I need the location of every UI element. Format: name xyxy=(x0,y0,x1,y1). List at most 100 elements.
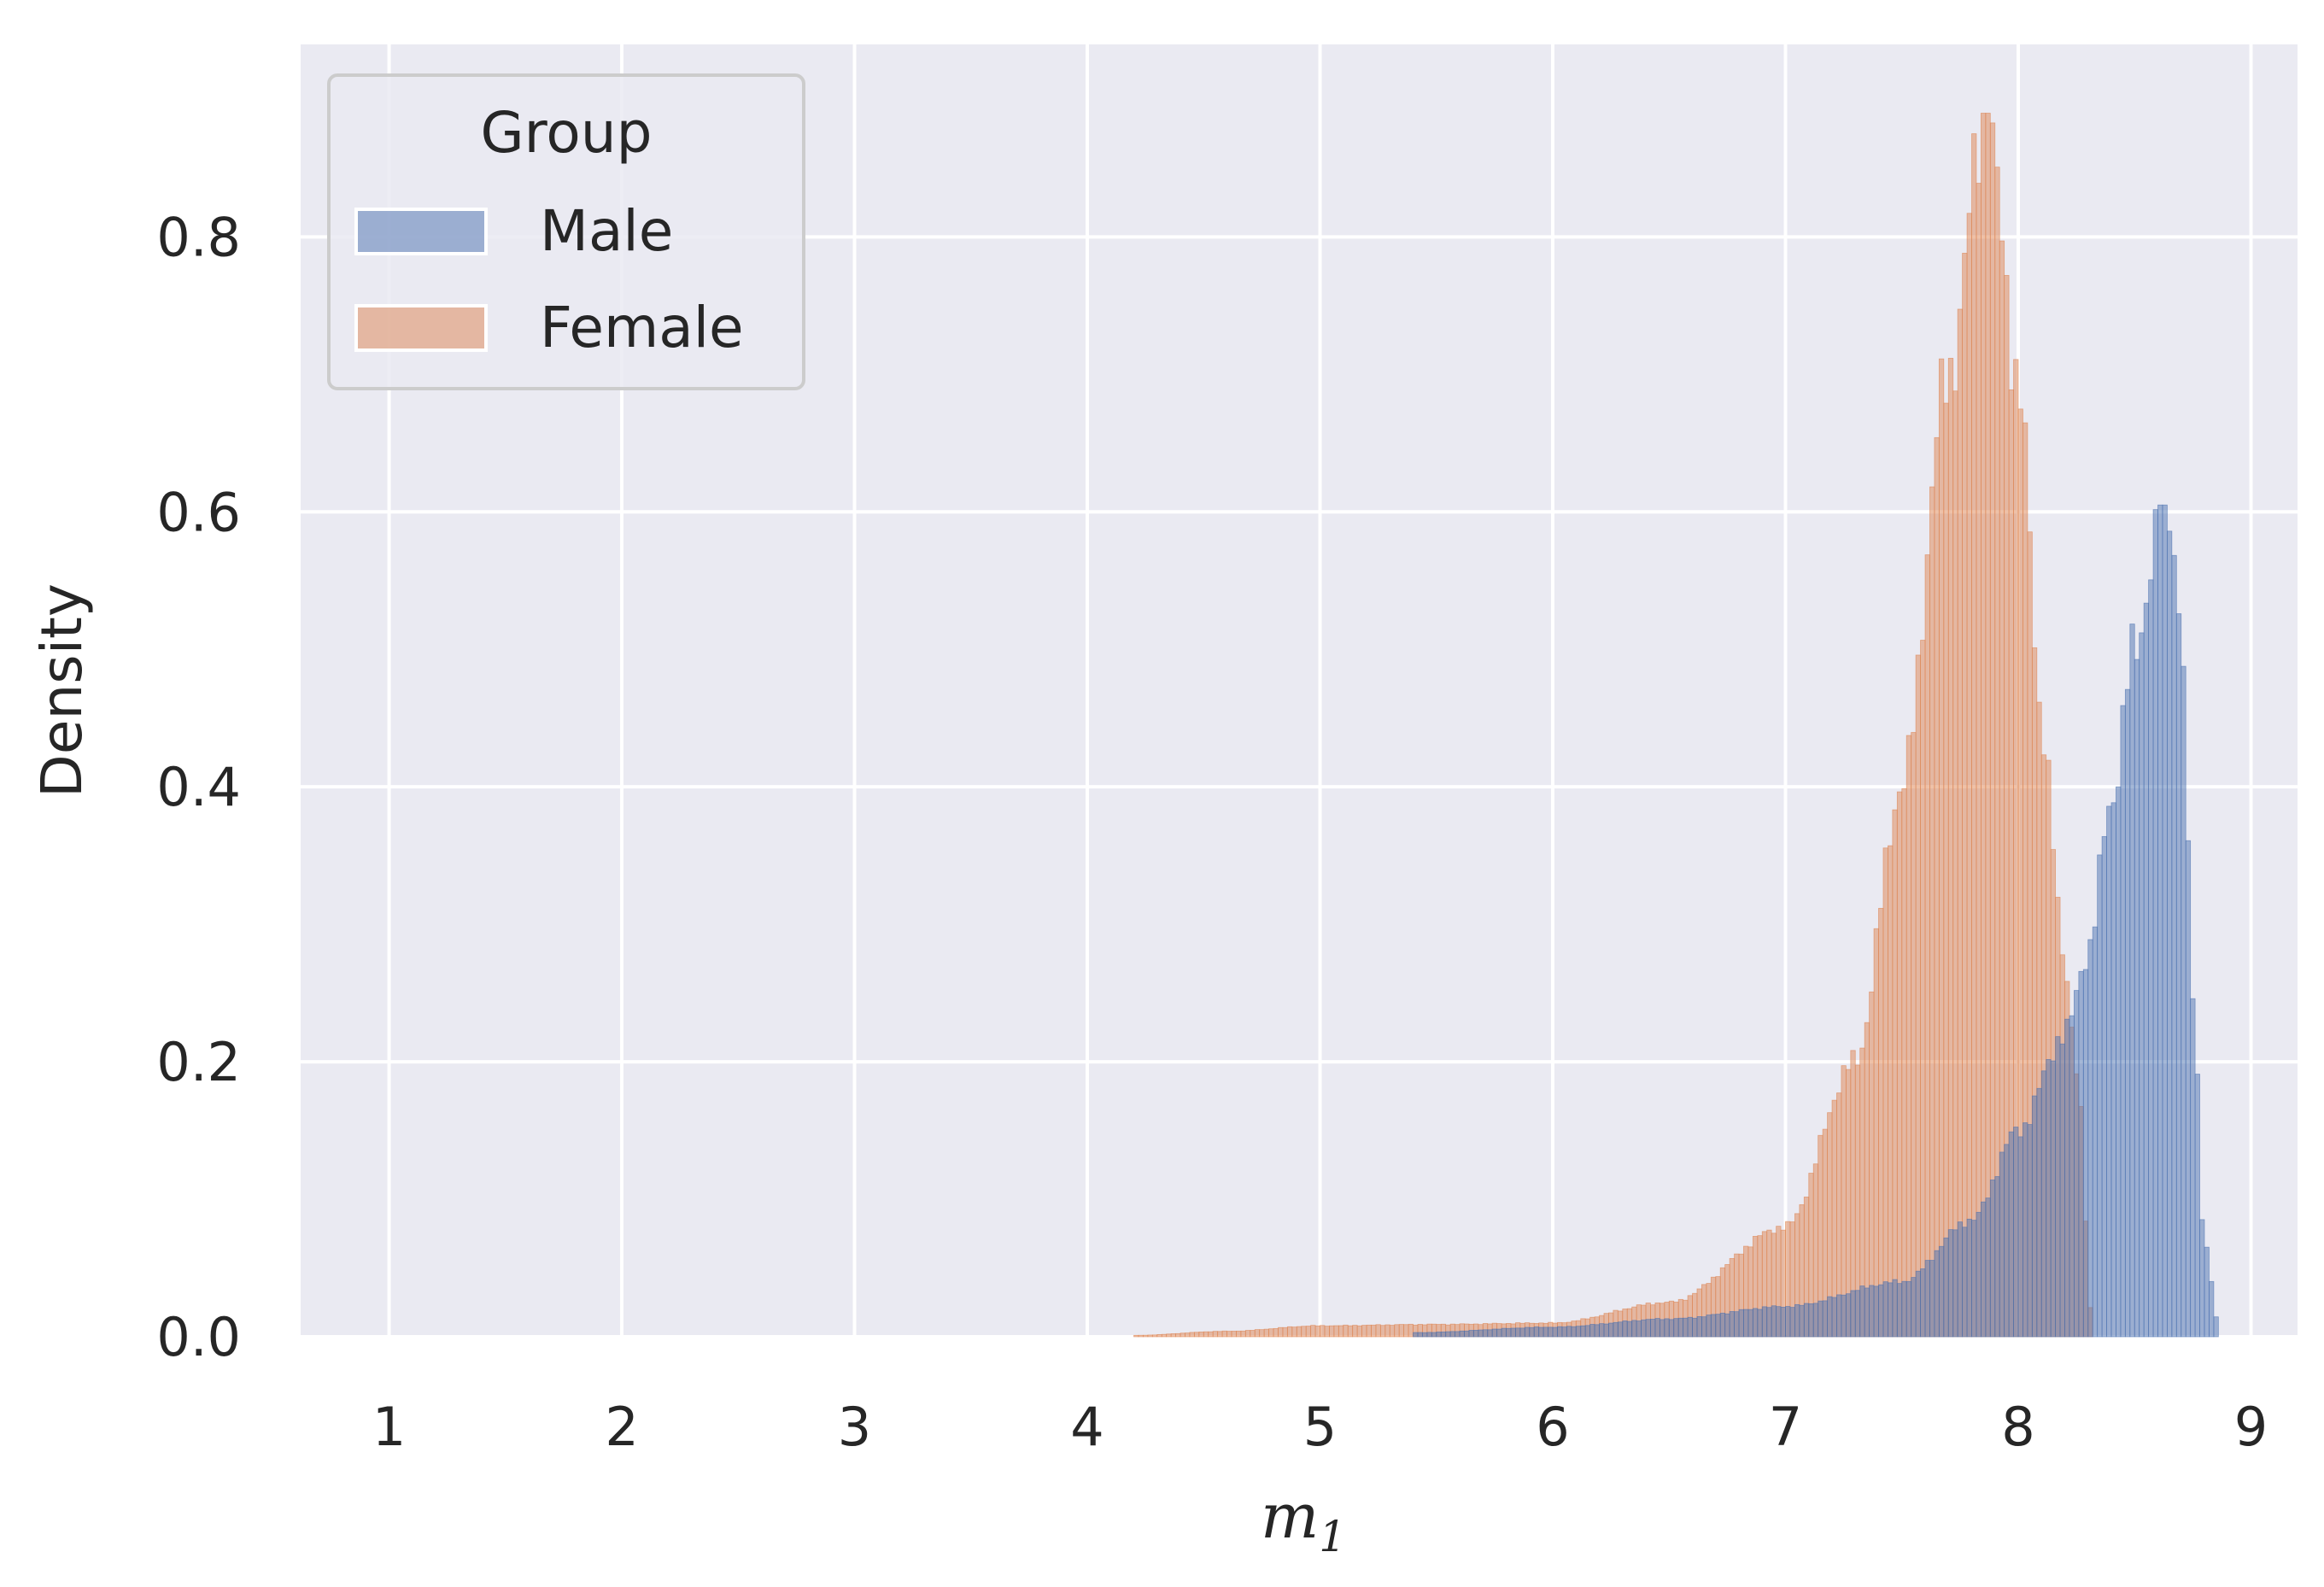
y-tick-label: 0.6 xyxy=(156,481,241,543)
x-tick-label: 6 xyxy=(1536,1396,1569,1458)
histogram-bar-male xyxy=(1905,1280,1912,1338)
histogram-bar-male xyxy=(1836,1294,1842,1338)
histogram-bar-male xyxy=(1929,1260,1935,1338)
x-axis-ticks: 1 2 3 4 5 6 7 8 9 xyxy=(372,1396,2268,1458)
x-tick-label: 7 xyxy=(1769,1396,1802,1458)
histogram-bar-male xyxy=(2185,840,2192,1338)
legend-label-female: Female xyxy=(540,295,744,360)
y-tick-label: 0.0 xyxy=(156,1306,241,1368)
histogram-bar-male xyxy=(2152,509,2158,1338)
histogram-bar-male xyxy=(1901,1280,1907,1338)
histogram-bar-female xyxy=(1338,1325,1344,1338)
histogram-bar-female xyxy=(1217,1331,1223,1338)
histogram-bar-male xyxy=(1859,1285,1865,1338)
histogram-bar-male xyxy=(1431,1332,1437,1338)
histogram-bar-female xyxy=(1203,1331,1209,1338)
histogram-bar-male xyxy=(1747,1309,1753,1338)
histogram-bar-female xyxy=(1408,1323,1414,1338)
histogram-bar-male xyxy=(1436,1332,1442,1338)
histogram-bar-male xyxy=(1803,1303,1810,1338)
histogram-bar-male xyxy=(1426,1332,1432,1338)
histogram-bar-male xyxy=(1822,1300,1828,1338)
histogram-bar-male xyxy=(1506,1327,1512,1338)
series-male-bars xyxy=(1413,504,2219,1338)
histogram-bar-male xyxy=(1892,1279,1898,1338)
histogram-bar-male xyxy=(2082,969,2089,1338)
histogram-bar-male xyxy=(1445,1331,1451,1338)
histogram-bar-male xyxy=(2059,1043,2065,1338)
histogram-bar-male xyxy=(1701,1316,1707,1338)
histogram-bar-male xyxy=(1422,1332,1428,1338)
histogram-bar-male xyxy=(2199,1219,2205,1338)
histogram-bar-male xyxy=(2110,802,2116,1338)
histogram-bar-male xyxy=(1417,1332,1423,1338)
histogram-bar-male xyxy=(2017,1136,2023,1338)
histogram-bar-female xyxy=(1333,1325,1339,1338)
histogram-bar-male xyxy=(1622,1320,1628,1338)
x-tick-label: 3 xyxy=(838,1396,871,1458)
histogram-bar-male xyxy=(2157,504,2163,1338)
histogram-bar-female xyxy=(1244,1330,1251,1338)
histogram-bar-male xyxy=(2124,688,2131,1338)
histogram-bar-male xyxy=(1650,1319,1656,1338)
histogram-bar-female xyxy=(1394,1324,1400,1338)
y-tick-label: 0.2 xyxy=(156,1031,241,1093)
histogram-bar-male xyxy=(1966,1218,1972,1338)
histogram-bar-male xyxy=(1776,1306,1782,1338)
histogram-bar-female xyxy=(1143,1334,1149,1338)
histogram-bar-female xyxy=(1934,436,1940,1338)
histogram-bar-male xyxy=(1789,1307,1795,1338)
histogram-bar-female xyxy=(1185,1332,1191,1338)
histogram-bar-female xyxy=(1873,928,1879,1338)
histogram-bar-female xyxy=(1254,1329,1261,1338)
histogram-bar-male xyxy=(1613,1321,1619,1338)
histogram-bar-male xyxy=(1538,1326,1544,1338)
histogram-bar-female xyxy=(1403,1324,1409,1338)
histogram-bar-female xyxy=(1375,1324,1381,1338)
histogram-bar-male xyxy=(1584,1325,1591,1338)
x-axis-label-main: m xyxy=(1261,1480,1319,1552)
histogram-bar-female xyxy=(1985,113,1991,1338)
histogram-bar-male xyxy=(1710,1314,1717,1338)
legend: Group Male Female xyxy=(327,73,805,390)
histogram-bar-female xyxy=(1175,1332,1181,1338)
histogram-bar-female xyxy=(1379,1325,1386,1338)
histogram-bar-male xyxy=(1659,1319,1665,1338)
histogram-bar-male xyxy=(1482,1329,1489,1338)
histogram-bar-male xyxy=(2106,805,2112,1338)
histogram-bar-female xyxy=(1212,1331,1219,1338)
histogram-bar-male xyxy=(1850,1290,1856,1338)
histogram-bar-female xyxy=(1156,1334,1162,1338)
histogram-bar-male xyxy=(2190,998,2196,1338)
histogram-bar-male xyxy=(1780,1307,1786,1338)
histogram-bar-male xyxy=(1664,1318,1670,1338)
histogram-bar-female xyxy=(1957,308,1964,1338)
histogram-bar-female xyxy=(1371,1324,1377,1338)
histogram-bar-female xyxy=(1310,1325,1316,1338)
histogram-bar-female xyxy=(1384,1324,1390,1338)
histogram-bar-male xyxy=(1841,1294,1847,1338)
histogram-bar-female xyxy=(1320,1325,1326,1338)
histogram-bar-male xyxy=(1636,1321,1642,1338)
histogram-bar-male xyxy=(2181,665,2186,1338)
histogram-bar-male xyxy=(1501,1327,1507,1338)
histogram-bar-male xyxy=(1673,1318,1679,1338)
histogram-bar-male xyxy=(2013,1127,2019,1338)
histogram-bar-male xyxy=(2148,579,2154,1338)
histogram-bar-male xyxy=(1994,1176,2000,1338)
histogram-bar-female xyxy=(1301,1326,1307,1338)
histogram-bar-male xyxy=(1985,1198,1991,1338)
histogram-bar-male xyxy=(1957,1221,1964,1338)
histogram-bar-female xyxy=(1329,1325,1335,1338)
histogram-bar-female xyxy=(1170,1333,1176,1338)
histogram-bar-male xyxy=(1920,1268,1926,1338)
histogram-bar-male xyxy=(2116,786,2122,1338)
histogram-bar-male xyxy=(1478,1329,1484,1338)
histogram-bar-male xyxy=(2129,624,2135,1338)
histogram-bar-female xyxy=(1952,390,1958,1338)
histogram-bar-male xyxy=(2194,1074,2200,1338)
histogram-bar-female xyxy=(1896,791,1903,1338)
histogram-bar-female xyxy=(1398,1324,1405,1338)
